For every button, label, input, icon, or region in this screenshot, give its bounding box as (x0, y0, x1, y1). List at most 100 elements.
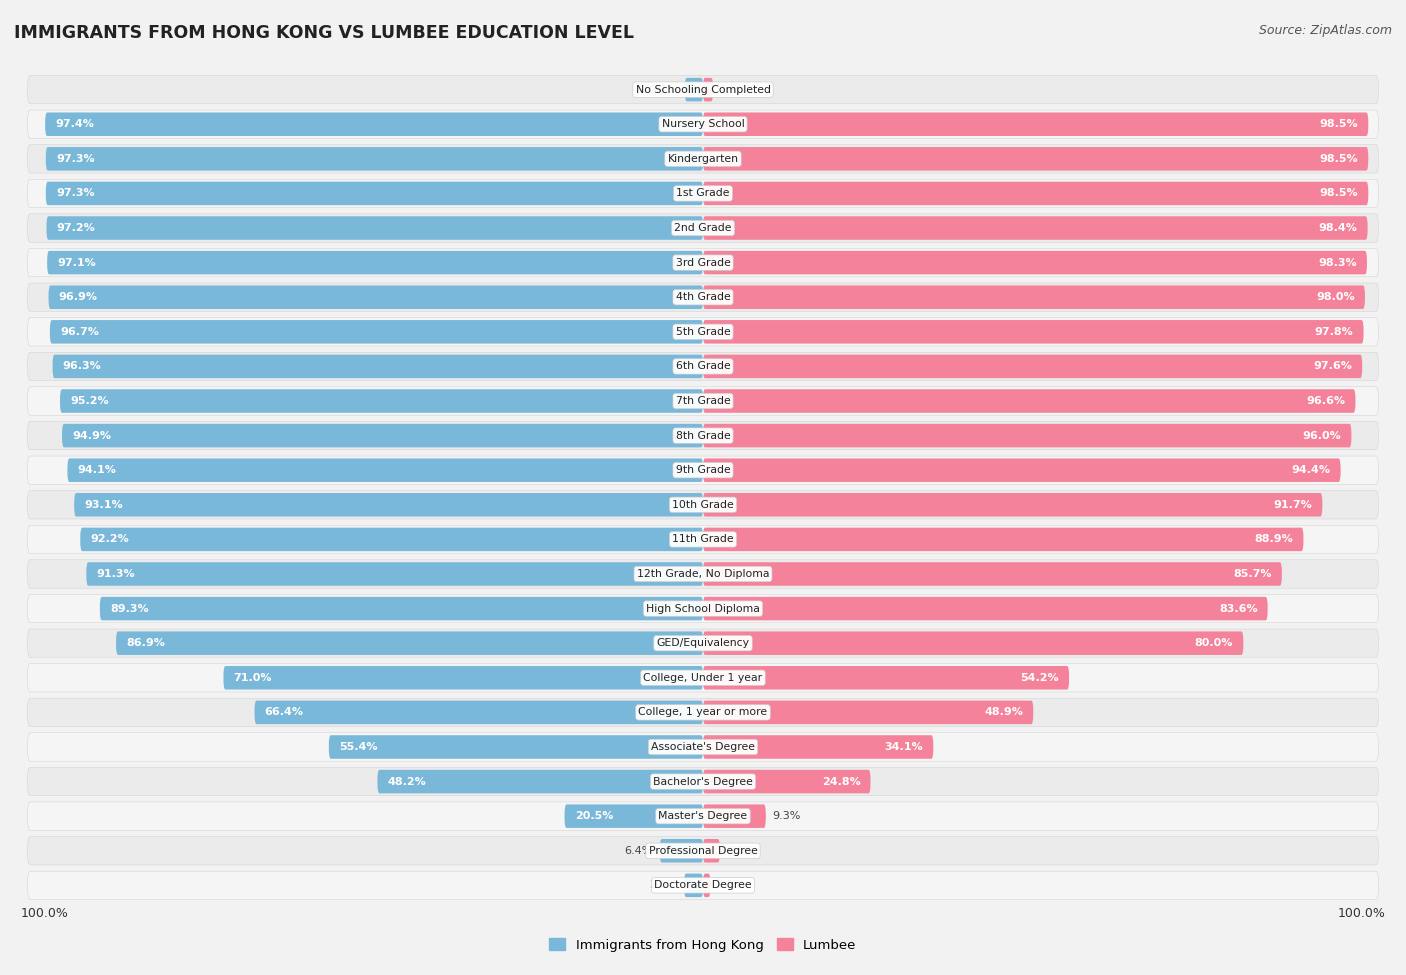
Text: 80.0%: 80.0% (1195, 639, 1233, 648)
Text: 98.5%: 98.5% (1320, 119, 1358, 130)
FancyBboxPatch shape (46, 147, 703, 171)
Text: 92.2%: 92.2% (90, 534, 129, 544)
FancyBboxPatch shape (703, 251, 1367, 274)
Text: 8th Grade: 8th Grade (676, 431, 730, 441)
Text: Master's Degree: Master's Degree (658, 811, 748, 821)
FancyBboxPatch shape (28, 179, 1378, 208)
FancyBboxPatch shape (28, 283, 1378, 311)
FancyBboxPatch shape (703, 424, 1351, 448)
Text: 2.7%: 2.7% (650, 85, 678, 95)
FancyBboxPatch shape (28, 421, 1378, 449)
Text: 91.7%: 91.7% (1274, 500, 1312, 510)
FancyBboxPatch shape (703, 563, 1282, 586)
Text: 9.3%: 9.3% (772, 811, 801, 821)
FancyBboxPatch shape (45, 112, 703, 136)
Text: 89.3%: 89.3% (110, 604, 149, 613)
FancyBboxPatch shape (703, 493, 1323, 517)
FancyBboxPatch shape (60, 389, 703, 412)
Text: 96.0%: 96.0% (1302, 431, 1341, 441)
Text: 1st Grade: 1st Grade (676, 188, 730, 199)
FancyBboxPatch shape (703, 286, 1365, 309)
Text: 6.4%: 6.4% (624, 845, 652, 856)
FancyBboxPatch shape (703, 666, 1069, 689)
FancyBboxPatch shape (80, 527, 703, 551)
Text: Source: ZipAtlas.com: Source: ZipAtlas.com (1258, 24, 1392, 37)
Text: College, 1 year or more: College, 1 year or more (638, 708, 768, 718)
Text: 10th Grade: 10th Grade (672, 500, 734, 510)
FancyBboxPatch shape (703, 320, 1364, 343)
FancyBboxPatch shape (28, 872, 1378, 900)
Text: 98.5%: 98.5% (1320, 154, 1358, 164)
FancyBboxPatch shape (48, 286, 703, 309)
FancyBboxPatch shape (75, 493, 703, 517)
FancyBboxPatch shape (685, 874, 703, 897)
FancyBboxPatch shape (28, 387, 1378, 415)
Text: 96.9%: 96.9% (59, 292, 97, 302)
FancyBboxPatch shape (28, 318, 1378, 346)
Text: 97.4%: 97.4% (55, 119, 94, 130)
Text: 94.1%: 94.1% (77, 465, 117, 475)
FancyBboxPatch shape (28, 110, 1378, 138)
Text: 11th Grade: 11th Grade (672, 534, 734, 544)
Text: GED/Equivalency: GED/Equivalency (657, 639, 749, 648)
FancyBboxPatch shape (703, 216, 1368, 240)
Text: High School Diploma: High School Diploma (647, 604, 759, 613)
FancyBboxPatch shape (67, 458, 703, 482)
FancyBboxPatch shape (28, 214, 1378, 242)
Text: 93.1%: 93.1% (84, 500, 122, 510)
FancyBboxPatch shape (28, 733, 1378, 761)
FancyBboxPatch shape (28, 595, 1378, 623)
FancyBboxPatch shape (28, 144, 1378, 173)
Text: 94.4%: 94.4% (1292, 465, 1330, 475)
FancyBboxPatch shape (46, 181, 703, 205)
FancyBboxPatch shape (703, 874, 710, 897)
FancyBboxPatch shape (28, 249, 1378, 277)
FancyBboxPatch shape (703, 458, 1340, 482)
Text: 55.4%: 55.4% (339, 742, 377, 752)
Text: 100.0%: 100.0% (21, 907, 69, 920)
Text: 12th Grade, No Diploma: 12th Grade, No Diploma (637, 569, 769, 579)
Text: 2.5%: 2.5% (727, 845, 755, 856)
Text: 94.9%: 94.9% (72, 431, 111, 441)
FancyBboxPatch shape (62, 424, 703, 448)
Text: No Schooling Completed: No Schooling Completed (636, 85, 770, 95)
FancyBboxPatch shape (28, 352, 1378, 380)
FancyBboxPatch shape (52, 355, 703, 378)
FancyBboxPatch shape (377, 770, 703, 794)
Text: Doctorate Degree: Doctorate Degree (654, 880, 752, 890)
FancyBboxPatch shape (703, 839, 720, 863)
Text: 91.3%: 91.3% (97, 569, 135, 579)
FancyBboxPatch shape (28, 490, 1378, 519)
Text: 97.3%: 97.3% (56, 154, 94, 164)
Text: 24.8%: 24.8% (821, 776, 860, 787)
FancyBboxPatch shape (28, 629, 1378, 657)
Text: 96.3%: 96.3% (63, 362, 101, 371)
FancyBboxPatch shape (86, 563, 703, 586)
Text: 48.9%: 48.9% (984, 708, 1024, 718)
Text: 54.2%: 54.2% (1021, 673, 1059, 682)
FancyBboxPatch shape (703, 701, 1033, 724)
FancyBboxPatch shape (28, 664, 1378, 692)
Text: Bachelor's Degree: Bachelor's Degree (652, 776, 754, 787)
Text: 48.2%: 48.2% (388, 776, 426, 787)
FancyBboxPatch shape (100, 597, 703, 620)
FancyBboxPatch shape (28, 802, 1378, 831)
Text: 97.1%: 97.1% (58, 257, 96, 267)
FancyBboxPatch shape (685, 78, 703, 101)
FancyBboxPatch shape (703, 78, 713, 101)
Text: 4th Grade: 4th Grade (676, 292, 730, 302)
Text: 7th Grade: 7th Grade (676, 396, 730, 406)
Text: 9th Grade: 9th Grade (676, 465, 730, 475)
Text: IMMIGRANTS FROM HONG KONG VS LUMBEE EDUCATION LEVEL: IMMIGRANTS FROM HONG KONG VS LUMBEE EDUC… (14, 24, 634, 42)
FancyBboxPatch shape (329, 735, 703, 759)
FancyBboxPatch shape (28, 767, 1378, 796)
FancyBboxPatch shape (49, 320, 703, 343)
FancyBboxPatch shape (28, 456, 1378, 485)
Text: Nursery School: Nursery School (662, 119, 744, 130)
Legend: Immigrants from Hong Kong, Lumbee: Immigrants from Hong Kong, Lumbee (544, 933, 862, 957)
Text: 1.1%: 1.1% (717, 880, 745, 890)
FancyBboxPatch shape (703, 632, 1243, 655)
Text: 98.4%: 98.4% (1319, 223, 1358, 233)
FancyBboxPatch shape (117, 632, 703, 655)
Text: College, Under 1 year: College, Under 1 year (644, 673, 762, 682)
